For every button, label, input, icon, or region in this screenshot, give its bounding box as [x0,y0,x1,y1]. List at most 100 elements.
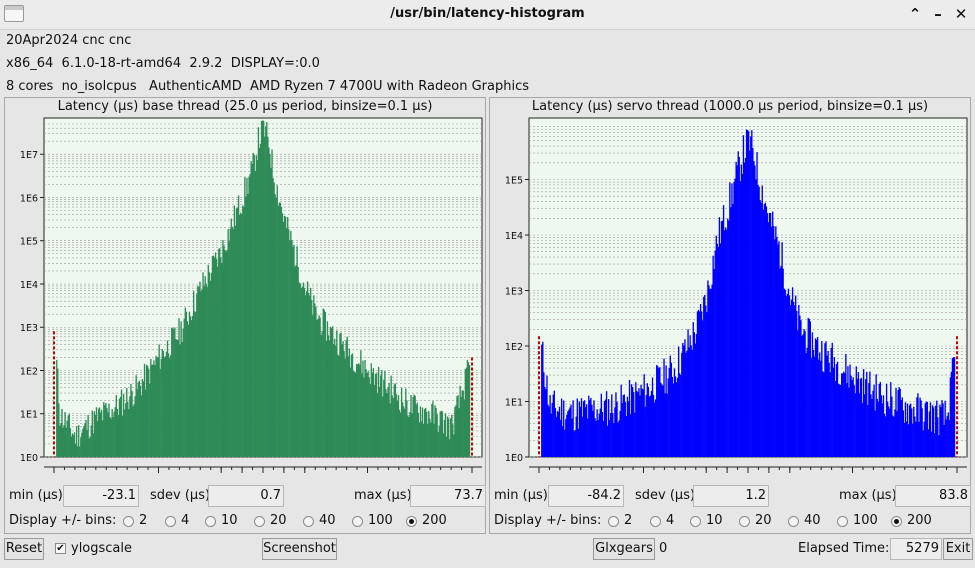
base-bar [238,214,241,457]
base-bar [305,291,308,457]
servo-bar [717,246,720,457]
base-bar [144,389,147,457]
base-bar [182,328,184,457]
servo-bins-radio-100[interactable] [837,516,848,527]
base-bar [363,377,365,457]
servo-bar [604,399,607,457]
servo-bar [935,405,937,457]
base-bar [154,365,156,457]
servo-bar [566,414,568,457]
base-bar [258,147,261,458]
servo-bar [625,416,628,457]
base-bins-radio-label-100: 100 [368,513,393,528]
servo-bar [885,383,888,457]
servo-bar [839,384,842,457]
servo-bar [923,421,925,457]
servo-bins-radio-20[interactable] [739,516,750,527]
base-bar [74,443,77,457]
servo-bar [813,356,816,457]
servo-bins-radio-10[interactable] [690,516,701,527]
base-bar [325,340,328,457]
base-bar [186,321,189,457]
base-bar [271,149,273,458]
servo-bar [890,382,892,457]
base-bins-radio-4[interactable] [165,516,176,527]
servo-bins-radio-40[interactable] [788,516,799,527]
base-bar [224,249,226,457]
servo-bar [554,407,557,457]
base-bar [237,195,240,457]
servo-bar [558,406,561,457]
servo-bar [560,398,563,457]
base-bar [129,396,131,457]
base-bar [328,340,331,457]
base-bins-radio-100[interactable] [352,516,363,527]
base-bar [382,396,384,457]
base-bar [285,228,288,457]
servo-bar [648,396,651,457]
base-bar [320,334,322,457]
servo-bar [544,386,546,457]
servo-bar [691,349,693,457]
minimize-button[interactable]: – [934,5,942,23]
base-bar [230,218,232,457]
servo-bar [925,401,927,457]
servo-bar [835,364,838,457]
servo-bar [541,344,543,457]
base-bar [242,205,244,457]
base-bar [373,384,376,457]
base-bar [133,404,135,457]
base-bar [465,367,468,457]
servo-bar [926,401,929,457]
base-bar [307,292,310,457]
servo-bar [770,226,773,457]
servo-bar [650,390,653,457]
servo-bar [880,395,883,457]
base-bar [293,244,295,457]
servo-bins-radio-200[interactable] [891,516,902,527]
screenshot-button[interactable]: Screenshot [262,538,337,560]
base-bar [72,435,75,457]
base-bar [190,320,193,457]
reset-button[interactable]: Reset [4,538,44,560]
base-bar [463,399,465,457]
exit-button[interactable]: Exit [943,538,973,560]
servo-bins-radio-4[interactable] [650,516,661,527]
base-bar [113,411,115,457]
base-bins-radio-10[interactable] [205,516,216,527]
base-bar [140,395,143,457]
maximize-button[interactable]: ⌃ [908,5,922,23]
servo-bar [735,161,737,458]
base-bar [446,416,449,457]
base-bar [127,401,129,457]
base-bar [265,126,267,457]
base-bar [106,407,108,457]
base-bar [427,423,429,457]
base-bins-radio-40[interactable] [303,516,314,527]
servo-bar [767,222,770,457]
servo-bar [766,213,769,457]
servo-bar [777,244,779,457]
base-bar [369,384,371,457]
base-bar [269,153,271,457]
close-button[interactable]: ✕ [954,5,968,23]
window-menu-icon[interactable] [4,5,24,22]
servo-bar [694,343,697,457]
servo-y-tick-label: 1E1 [505,398,523,409]
servo-bar [656,364,658,457]
servo-bins-radio-2[interactable] [608,516,619,527]
ylogscale-checkbox[interactable]: ✔ [55,543,66,554]
servo-min-value: -84.2 [548,485,624,507]
base-bar [268,147,270,457]
base-bar [257,127,260,457]
base-bins-radio-20[interactable] [254,516,265,527]
base-bar [117,414,120,457]
base-bar [231,226,233,457]
base-bar [185,311,188,457]
base-bins-radio-2[interactable] [123,516,134,527]
servo-bar [598,413,600,457]
base-bins-radio-200[interactable] [406,516,417,527]
glxgears-button[interactable]: Glxgears [593,538,655,560]
servo-bar [569,407,571,457]
servo-bar [580,398,583,457]
